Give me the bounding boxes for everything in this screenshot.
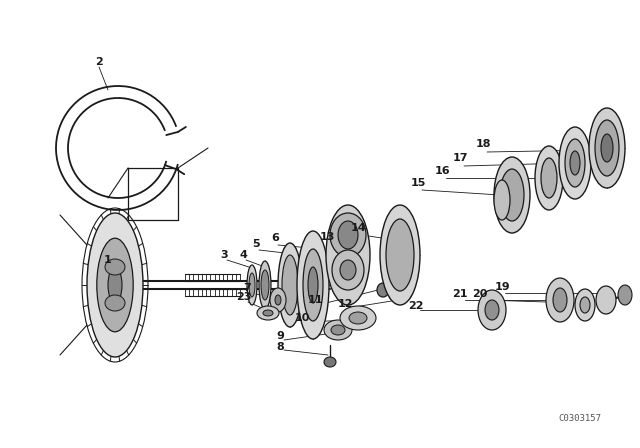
Ellipse shape: [105, 259, 125, 275]
Text: 10: 10: [294, 313, 310, 323]
Ellipse shape: [500, 169, 524, 221]
Ellipse shape: [377, 283, 389, 297]
Ellipse shape: [275, 295, 281, 305]
Ellipse shape: [108, 267, 122, 303]
Ellipse shape: [330, 213, 366, 257]
Ellipse shape: [395, 289, 405, 297]
Text: 22: 22: [408, 301, 424, 311]
Ellipse shape: [303, 249, 323, 321]
Text: 2: 2: [95, 57, 103, 67]
Ellipse shape: [575, 289, 595, 321]
Ellipse shape: [297, 231, 329, 339]
Text: 13: 13: [319, 232, 335, 242]
Text: 6: 6: [271, 233, 279, 243]
Text: 18: 18: [476, 139, 491, 149]
Text: C0303157: C0303157: [559, 414, 602, 422]
Ellipse shape: [596, 286, 616, 314]
Ellipse shape: [97, 238, 133, 332]
Ellipse shape: [349, 312, 367, 324]
Text: 3: 3: [220, 250, 228, 260]
Text: 16: 16: [434, 166, 450, 176]
Ellipse shape: [388, 284, 412, 302]
Text: 11: 11: [307, 295, 323, 305]
Ellipse shape: [541, 158, 557, 198]
Ellipse shape: [494, 157, 530, 233]
Text: 1: 1: [104, 255, 112, 265]
Ellipse shape: [105, 295, 125, 311]
Text: 21: 21: [452, 289, 468, 299]
Ellipse shape: [535, 146, 563, 210]
Text: 14: 14: [350, 223, 366, 233]
Text: 17: 17: [452, 153, 468, 163]
Ellipse shape: [478, 290, 506, 330]
Ellipse shape: [485, 300, 499, 320]
Ellipse shape: [326, 205, 370, 305]
Text: 9: 9: [276, 331, 284, 341]
Ellipse shape: [565, 139, 585, 187]
Ellipse shape: [278, 243, 302, 327]
Ellipse shape: [386, 219, 414, 291]
Ellipse shape: [247, 265, 257, 305]
Ellipse shape: [308, 267, 318, 303]
Ellipse shape: [559, 127, 591, 199]
Text: 12: 12: [337, 299, 353, 309]
Ellipse shape: [249, 273, 255, 297]
Ellipse shape: [324, 357, 336, 367]
Ellipse shape: [282, 255, 298, 315]
Ellipse shape: [380, 205, 420, 305]
Text: 23: 23: [236, 292, 252, 302]
Ellipse shape: [270, 288, 286, 312]
Text: 15: 15: [410, 178, 426, 188]
Ellipse shape: [546, 278, 574, 322]
Ellipse shape: [324, 320, 352, 340]
Ellipse shape: [340, 260, 356, 280]
Ellipse shape: [263, 310, 273, 316]
Ellipse shape: [618, 285, 632, 305]
Ellipse shape: [332, 250, 364, 290]
Ellipse shape: [595, 120, 619, 176]
Ellipse shape: [494, 180, 510, 220]
Ellipse shape: [261, 270, 269, 300]
Ellipse shape: [580, 297, 590, 313]
Text: 20: 20: [472, 289, 488, 299]
Ellipse shape: [87, 213, 143, 357]
Text: 19: 19: [494, 282, 510, 292]
Ellipse shape: [340, 306, 376, 330]
Text: 7: 7: [243, 283, 251, 293]
Ellipse shape: [331, 325, 345, 335]
Text: 5: 5: [252, 239, 260, 249]
Ellipse shape: [601, 134, 613, 162]
Ellipse shape: [259, 261, 271, 309]
Text: 8: 8: [276, 342, 284, 352]
Ellipse shape: [338, 221, 358, 249]
Ellipse shape: [257, 306, 279, 320]
Ellipse shape: [570, 151, 580, 175]
Ellipse shape: [553, 288, 567, 312]
Text: 4: 4: [239, 250, 247, 260]
Ellipse shape: [589, 108, 625, 188]
